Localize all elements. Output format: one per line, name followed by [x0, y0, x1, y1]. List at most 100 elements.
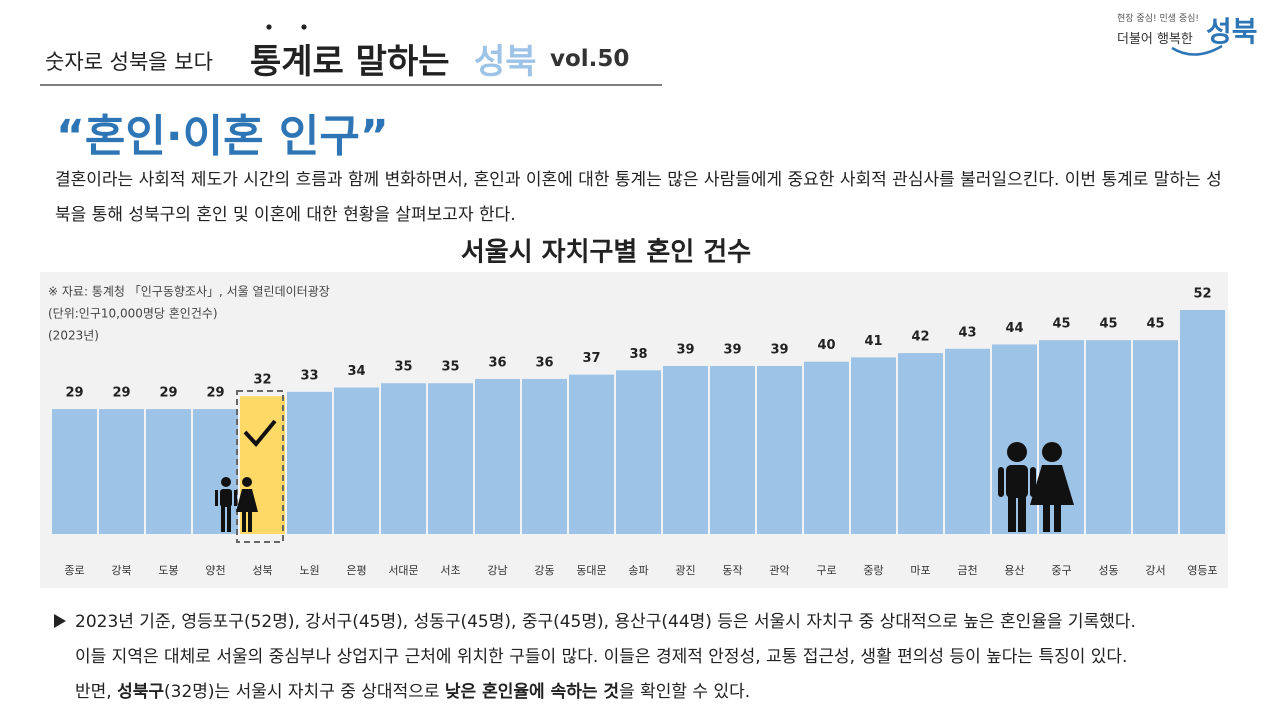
value-label: 39	[723, 343, 741, 358]
x-tick-label: 노원	[299, 564, 319, 577]
summary-text: (32명)는 서울시 자치구 중 상대적으로	[164, 682, 445, 702]
highlight-frame	[236, 390, 284, 543]
series-title: 통계로 말하는	[250, 42, 450, 82]
bar	[1086, 340, 1131, 534]
summary-line: 이들 지역은 대체로 서울의 중심부나 상업지구 근처에 위치한 구들이 많다.…	[75, 640, 1265, 675]
bar	[710, 366, 755, 534]
value-label: 45	[1052, 317, 1070, 332]
value-label: 39	[676, 343, 694, 358]
x-tick-label: 서초	[440, 564, 460, 577]
intro: 결혼이라는 사회적 제도가 시간의 흐름과 함께 변화하면서, 혼인과 이혼에 …	[55, 170, 1222, 225]
check-mark	[243, 419, 277, 448]
bar	[52, 409, 97, 534]
x-tick-label: 강동	[534, 564, 554, 577]
chart-title: 서울시 자치구별 혼인 건수	[461, 238, 751, 268]
bar	[381, 383, 426, 534]
logo-slogan: 현장 중심! 민생 중심!	[1117, 14, 1200, 24]
bar	[334, 387, 379, 534]
x-tick-label: 강남	[487, 564, 507, 577]
page-title: “혼인·이혼 인구”	[56, 111, 389, 162]
value-label: 45	[1146, 317, 1164, 332]
value-label: 42	[911, 330, 929, 345]
bar	[428, 383, 473, 534]
bar	[287, 391, 332, 534]
bar	[1180, 310, 1225, 534]
value-label: 29	[65, 386, 83, 401]
x-tick-label: 영등포	[1187, 564, 1217, 577]
x-tick-label: 중랑	[863, 564, 883, 577]
value-label: 38	[629, 347, 647, 362]
value-label: 29	[112, 386, 130, 401]
x-tick-label: 강북	[111, 564, 131, 577]
x-tick-label: 용산	[1004, 564, 1024, 577]
x-tick-label: 성동	[1098, 564, 1118, 577]
x-tick-label: 동작	[722, 564, 742, 577]
summary-line: 2023년 기준, 영등포구(52명), 강서구(45명), 성동구(45명),…	[75, 605, 1265, 640]
bar	[945, 348, 990, 534]
bar	[804, 361, 849, 534]
volume: vol.50	[550, 46, 630, 72]
bar	[475, 378, 520, 534]
x-tick-label: 마포	[910, 564, 930, 577]
bar	[193, 409, 238, 534]
logo-tagline: 더불어 행복한	[1117, 32, 1193, 47]
bar	[569, 374, 614, 534]
value-label: 29	[206, 386, 224, 401]
x-tick-label: 광진	[675, 564, 695, 577]
value-label: 35	[441, 360, 459, 375]
x-tick-label: 송파	[628, 564, 648, 577]
x-tick-label: 서대문	[388, 564, 418, 577]
value-label: 41	[864, 334, 882, 349]
source-note: (2023년)	[48, 329, 99, 343]
summary-line: 반면, 성북구(32명)는 서울시 자치구 중 상대적으로 낮은 혼인율에 속하…	[75, 675, 1265, 710]
kicker: 숫자로 성북을 보다	[45, 50, 213, 74]
summary-text: 낮은 혼인율에 속하는 것	[444, 682, 620, 702]
x-tick-label: 성북	[252, 564, 272, 577]
bar	[1133, 340, 1178, 534]
series-brand: 성북	[474, 42, 537, 82]
value-label: 52	[1193, 287, 1211, 302]
bar	[240, 396, 285, 534]
source-note: ※ 자료: 통계청 「인구동향조사」, 서울 열린데이터광장	[48, 285, 330, 299]
x-tick-label: 금천	[957, 563, 977, 577]
summary-text: 반면,	[75, 682, 118, 702]
value-label: 37	[582, 351, 600, 366]
value-label: 33	[300, 368, 318, 383]
value-label: 29	[159, 386, 177, 401]
summary-text: 2023년 기준, 영등포구(52명), 강서구(45명), 성동구(45명),…	[75, 612, 1136, 632]
x-tick-label: 동대문	[576, 564, 606, 577]
emphasis-dot	[266, 24, 272, 30]
summary-text: 성북구	[117, 682, 165, 702]
x-tick-label: 구로	[816, 564, 836, 577]
summary: 2023년 기준, 영등포구(52명), 강서구(45명), 성동구(45명),…	[75, 605, 1265, 710]
logo-arc	[1171, 44, 1223, 56]
x-tick-label: 중구	[1051, 564, 1071, 577]
summary-text: 을 확인할 수 있다.	[619, 682, 751, 702]
bullet	[54, 614, 66, 628]
plot-area: ※ 자료: 통계청 「인구동향조사」, 서울 열린데이터광장 (단위:인구10,0…	[40, 272, 1228, 588]
bar	[146, 409, 191, 534]
value-label: 32	[253, 373, 271, 388]
value-label: 36	[535, 355, 553, 370]
x-tick-label: 도봉	[158, 564, 178, 577]
x-tick-label: 강서	[1145, 564, 1165, 577]
bar	[522, 378, 567, 534]
bar	[898, 353, 943, 534]
emphasis-dot	[301, 24, 307, 30]
value-label: 43	[958, 325, 976, 340]
bar	[757, 366, 802, 534]
value-label: 40	[817, 338, 835, 353]
value-label: 39	[770, 343, 788, 358]
x-tick-label: 관악	[769, 564, 789, 577]
logo-name: 성북	[1206, 15, 1258, 48]
value-label: 34	[347, 364, 365, 379]
bar	[851, 357, 896, 534]
value-label: 35	[394, 360, 412, 375]
summary-text: 이들 지역은 대체로 서울의 중심부나 상업지구 근처에 위치한 구들이 많다.…	[75, 647, 1128, 667]
bar	[616, 370, 661, 534]
couple-icon-large	[998, 442, 1074, 532]
bar	[99, 409, 144, 534]
x-tick-label: 종로	[64, 564, 84, 577]
